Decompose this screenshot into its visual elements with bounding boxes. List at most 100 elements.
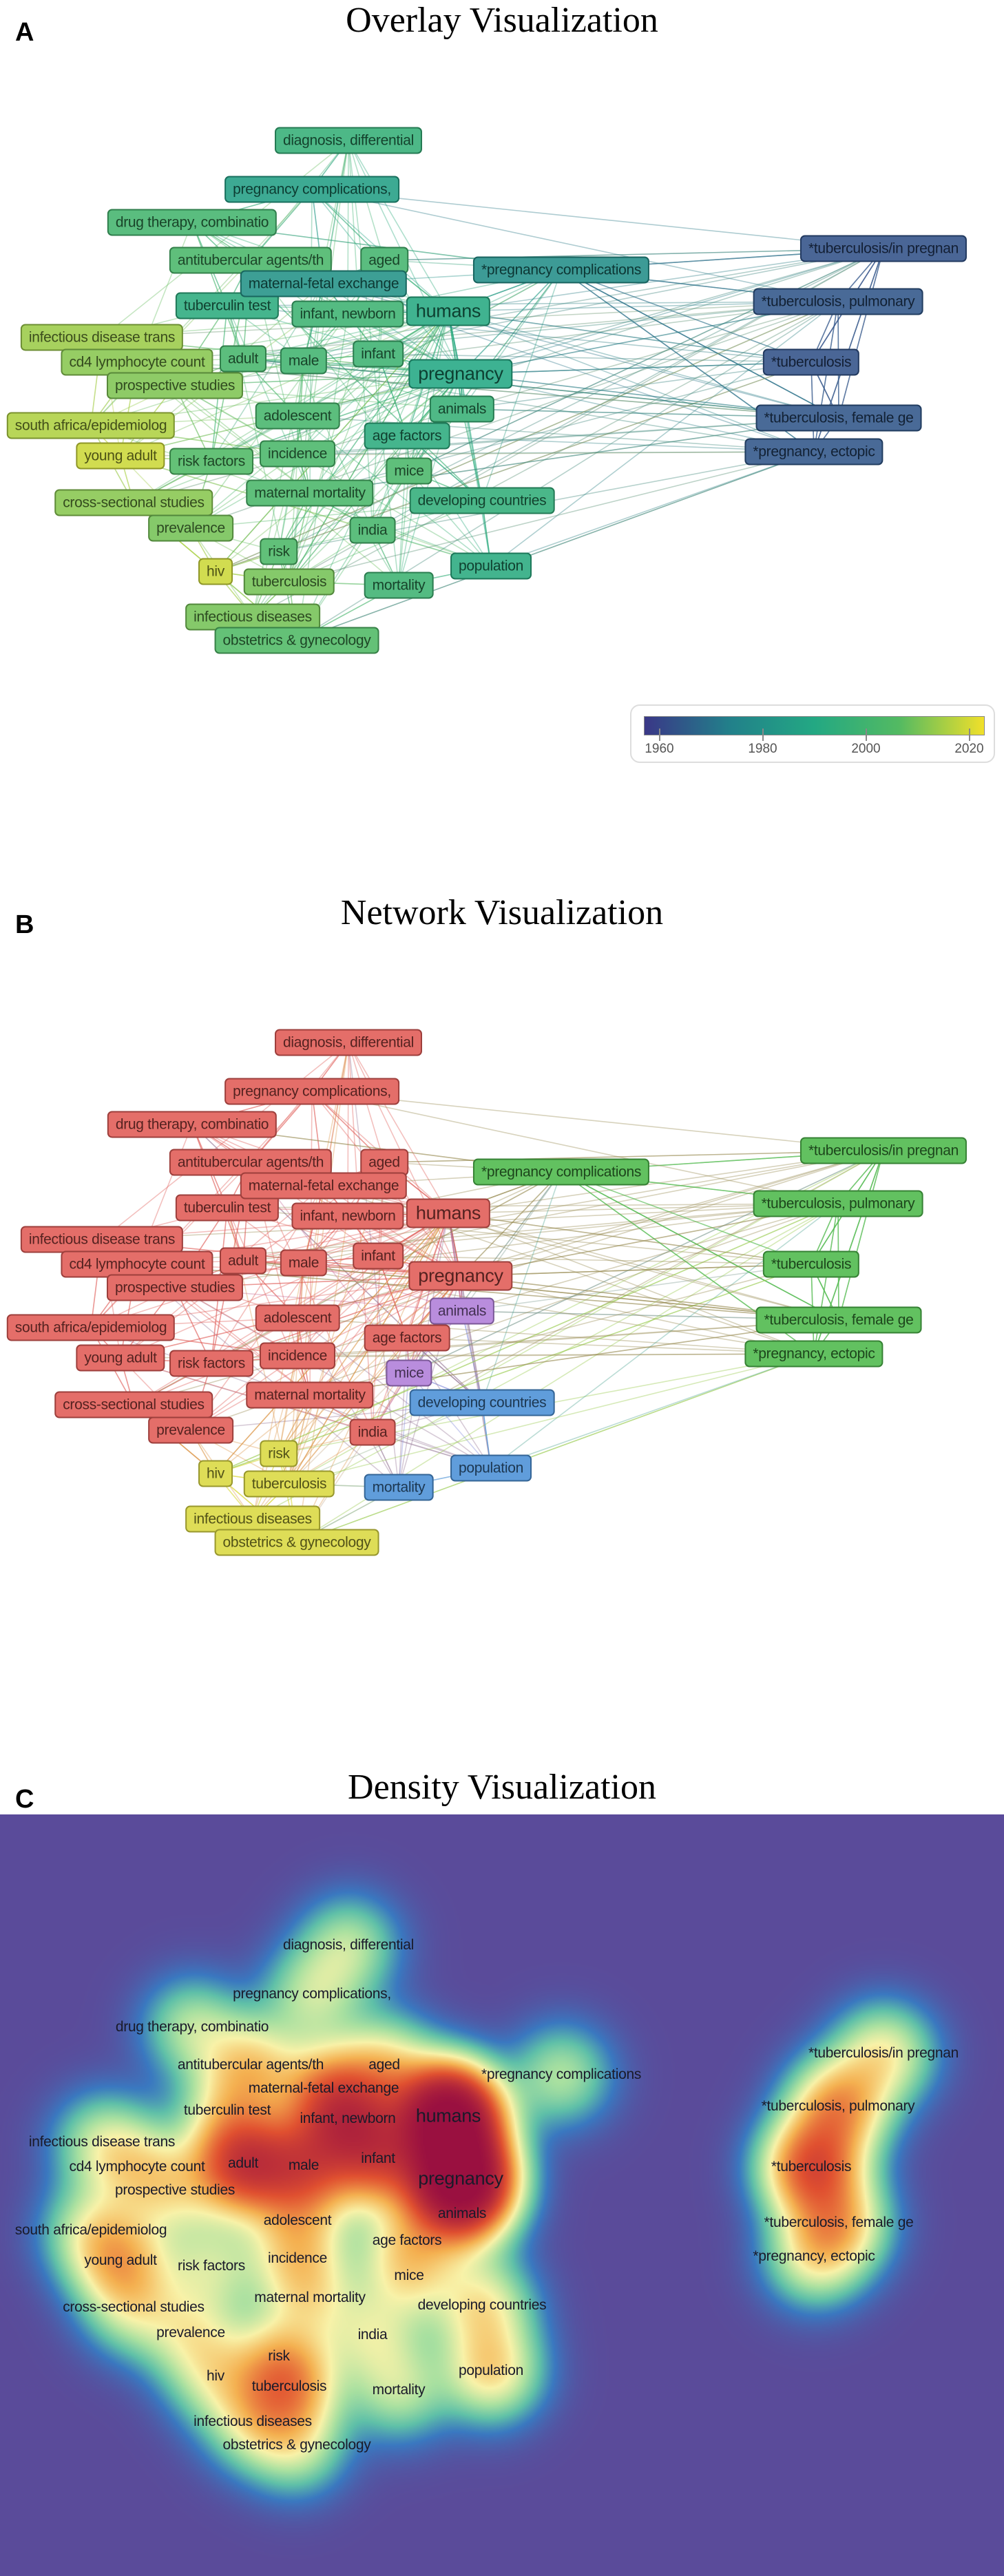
overlay-node-label[interactable]: *pregnancy, ectopic: [744, 438, 883, 465]
density-node-label[interactable]: prevalence: [156, 2325, 225, 2341]
network-node-label[interactable]: cd4 lymphocyte count: [61, 1250, 213, 1278]
network-node-label[interactable]: cross-sectional studies: [54, 1391, 213, 1418]
overlay-node-label[interactable]: diagnosis, differential: [274, 127, 423, 154]
overlay-node-label[interactable]: risk: [260, 538, 298, 565]
overlay-node-label[interactable]: tuberculosis: [243, 568, 335, 596]
density-node-label[interactable]: *tuberculosis, female ge: [764, 2214, 914, 2230]
density-node-label[interactable]: *tuberculosis, pulmonary: [761, 2098, 915, 2114]
overlay-node-label[interactable]: adult: [219, 345, 267, 373]
density-node-label[interactable]: infant, newborn: [300, 2111, 396, 2126]
density-node-label[interactable]: hiv: [207, 2368, 224, 2384]
network-node-label[interactable]: prevalence: [148, 1416, 233, 1444]
density-node-label[interactable]: diagnosis, differential: [282, 1937, 415, 1953]
density-node-label[interactable]: india: [357, 2327, 388, 2343]
overlay-node-label[interactable]: cross-sectional studies: [54, 489, 213, 516]
overlay-node-label[interactable]: *tuberculosis: [762, 348, 860, 376]
network-node-label[interactable]: adolescent: [255, 1304, 340, 1332]
overlay-node-label[interactable]: male: [280, 347, 328, 375]
overlay-node-label[interactable]: *tuberculosis, pulmonary: [753, 288, 923, 315]
density-node-label[interactable]: adolescent: [263, 2212, 332, 2228]
overlay-node-label[interactable]: animals: [429, 395, 495, 423]
network-node-label[interactable]: young adult: [76, 1344, 165, 1372]
network-node-label[interactable]: mice: [386, 1359, 432, 1387]
network-node-label[interactable]: south africa/epidemiolog: [6, 1314, 176, 1341]
overlay-node-label[interactable]: prospective studies: [106, 372, 244, 399]
overlay-node-label[interactable]: incidence: [259, 440, 336, 468]
network-node-label[interactable]: *pregnancy, ectopic: [744, 1340, 883, 1368]
network-node-label[interactable]: incidence: [259, 1342, 336, 1370]
network-node-label[interactable]: adult: [219, 1247, 267, 1275]
network-node-label[interactable]: risk factors: [169, 1350, 253, 1377]
overlay-node-label[interactable]: obstetrics & gynecology: [214, 627, 379, 654]
density-node-label[interactable]: cd4 lymphocyte count: [69, 2159, 205, 2175]
overlay-node-label[interactable]: maternal-fetal exchange: [240, 270, 408, 297]
density-node-label[interactable]: developing countries: [417, 2297, 547, 2313]
density-node-label[interactable]: tuberculosis: [251, 2378, 327, 2394]
density-node-label[interactable]: infectious diseases: [194, 2413, 312, 2429]
overlay-node-label[interactable]: maternal mortality: [246, 479, 374, 507]
network-node-label[interactable]: *tuberculosis/in pregnan: [799, 1137, 968, 1164]
density-node-label[interactable]: infant: [361, 2150, 395, 2166]
overlay-node-label[interactable]: infectious disease trans: [20, 324, 184, 351]
network-node-label[interactable]: infant, newborn: [291, 1202, 404, 1230]
overlay-node-label[interactable]: *pregnancy complications: [472, 256, 650, 284]
overlay-node-label[interactable]: antitubercular agents/th: [169, 247, 333, 274]
overlay-node-label[interactable]: infectious diseases: [185, 603, 320, 631]
network-node-label[interactable]: maternal mortality: [246, 1381, 374, 1409]
overlay-node-label[interactable]: pregnancy complications,: [224, 176, 399, 203]
density-node-label[interactable]: incidence: [267, 2250, 328, 2266]
density-node-label[interactable]: young adult: [84, 2252, 157, 2268]
density-node-label[interactable]: antitubercular agents/th: [177, 2057, 324, 2073]
overlay-node-label[interactable]: developing countries: [409, 487, 555, 514]
overlay-node-label[interactable]: humans: [406, 296, 491, 326]
density-node-label[interactable]: *pregnancy, ectopic: [753, 2248, 875, 2264]
density-node-label[interactable]: *tuberculosis: [771, 2159, 852, 2175]
density-node-label[interactable]: obstetrics & gynecology: [222, 2437, 371, 2453]
density-node-label[interactable]: tuberculin test: [183, 2102, 271, 2118]
overlay-node-label[interactable]: infant: [353, 340, 404, 368]
network-node-label[interactable]: infant: [353, 1242, 404, 1270]
density-node-label[interactable]: population: [459, 2363, 523, 2378]
network-node-label[interactable]: maternal-fetal exchange: [240, 1172, 408, 1200]
network-node-label[interactable]: prospective studies: [106, 1274, 244, 1301]
overlay-node-label[interactable]: mortality: [364, 572, 434, 599]
overlay-node-label[interactable]: pregnancy: [408, 359, 513, 389]
density-node-label[interactable]: risk: [268, 2348, 290, 2364]
network-node-label[interactable]: *tuberculosis, female ge: [755, 1306, 922, 1334]
network-node-label[interactable]: population: [450, 1454, 532, 1482]
density-node-label[interactable]: male: [288, 2157, 320, 2173]
density-node-label[interactable]: pregnancy: [418, 2168, 503, 2189]
overlay-node-label[interactable]: young adult: [76, 442, 165, 470]
density-node-label[interactable]: prospective studies: [114, 2182, 236, 2198]
overlay-node-label[interactable]: age factors: [364, 422, 450, 450]
network-node-label[interactable]: humans: [406, 1198, 491, 1228]
overlay-node-label[interactable]: tuberculin test: [175, 292, 280, 320]
density-node-label[interactable]: age factors: [372, 2232, 442, 2248]
overlay-node-label[interactable]: infant, newborn: [291, 300, 404, 328]
density-node-label[interactable]: drug therapy, combinatio: [115, 2019, 269, 2035]
network-node-label[interactable]: drug therapy, combinatio: [107, 1111, 278, 1138]
overlay-node-label[interactable]: population: [450, 552, 532, 580]
network-node-label[interactable]: developing countries: [409, 1389, 555, 1416]
density-node-label[interactable]: *tuberculosis/in pregnan: [808, 2045, 959, 2061]
network-node-label[interactable]: age factors: [364, 1324, 450, 1352]
network-node-label[interactable]: mortality: [364, 1474, 434, 1501]
density-node-label[interactable]: pregnancy complications,: [233, 1986, 391, 2002]
density-node-label[interactable]: south africa/epidemiolog: [14, 2222, 167, 2238]
density-node-label[interactable]: cross-sectional studies: [63, 2299, 205, 2315]
network-node-label[interactable]: *tuberculosis: [762, 1250, 860, 1278]
density-node-label[interactable]: *pregnancy complications: [481, 2066, 642, 2082]
density-node-label[interactable]: animals: [437, 2206, 487, 2221]
network-node-label[interactable]: animals: [429, 1297, 495, 1325]
density-node-label[interactable]: mortality: [372, 2382, 426, 2398]
overlay-node-label[interactable]: hiv: [198, 558, 233, 585]
network-node-label[interactable]: tuberculin test: [175, 1194, 280, 1222]
density-node-label[interactable]: maternal-fetal exchange: [248, 2080, 399, 2096]
network-node-label[interactable]: diagnosis, differential: [274, 1029, 423, 1056]
overlay-node-label[interactable]: risk factors: [169, 448, 253, 475]
density-node-label[interactable]: aged: [368, 2057, 400, 2073]
density-node-label[interactable]: humans: [415, 2105, 481, 2126]
overlay-node-label[interactable]: *tuberculosis, female ge: [755, 404, 922, 432]
overlay-node-label[interactable]: drug therapy, combinatio: [107, 209, 278, 236]
network-node-label[interactable]: *tuberculosis, pulmonary: [753, 1190, 923, 1217]
